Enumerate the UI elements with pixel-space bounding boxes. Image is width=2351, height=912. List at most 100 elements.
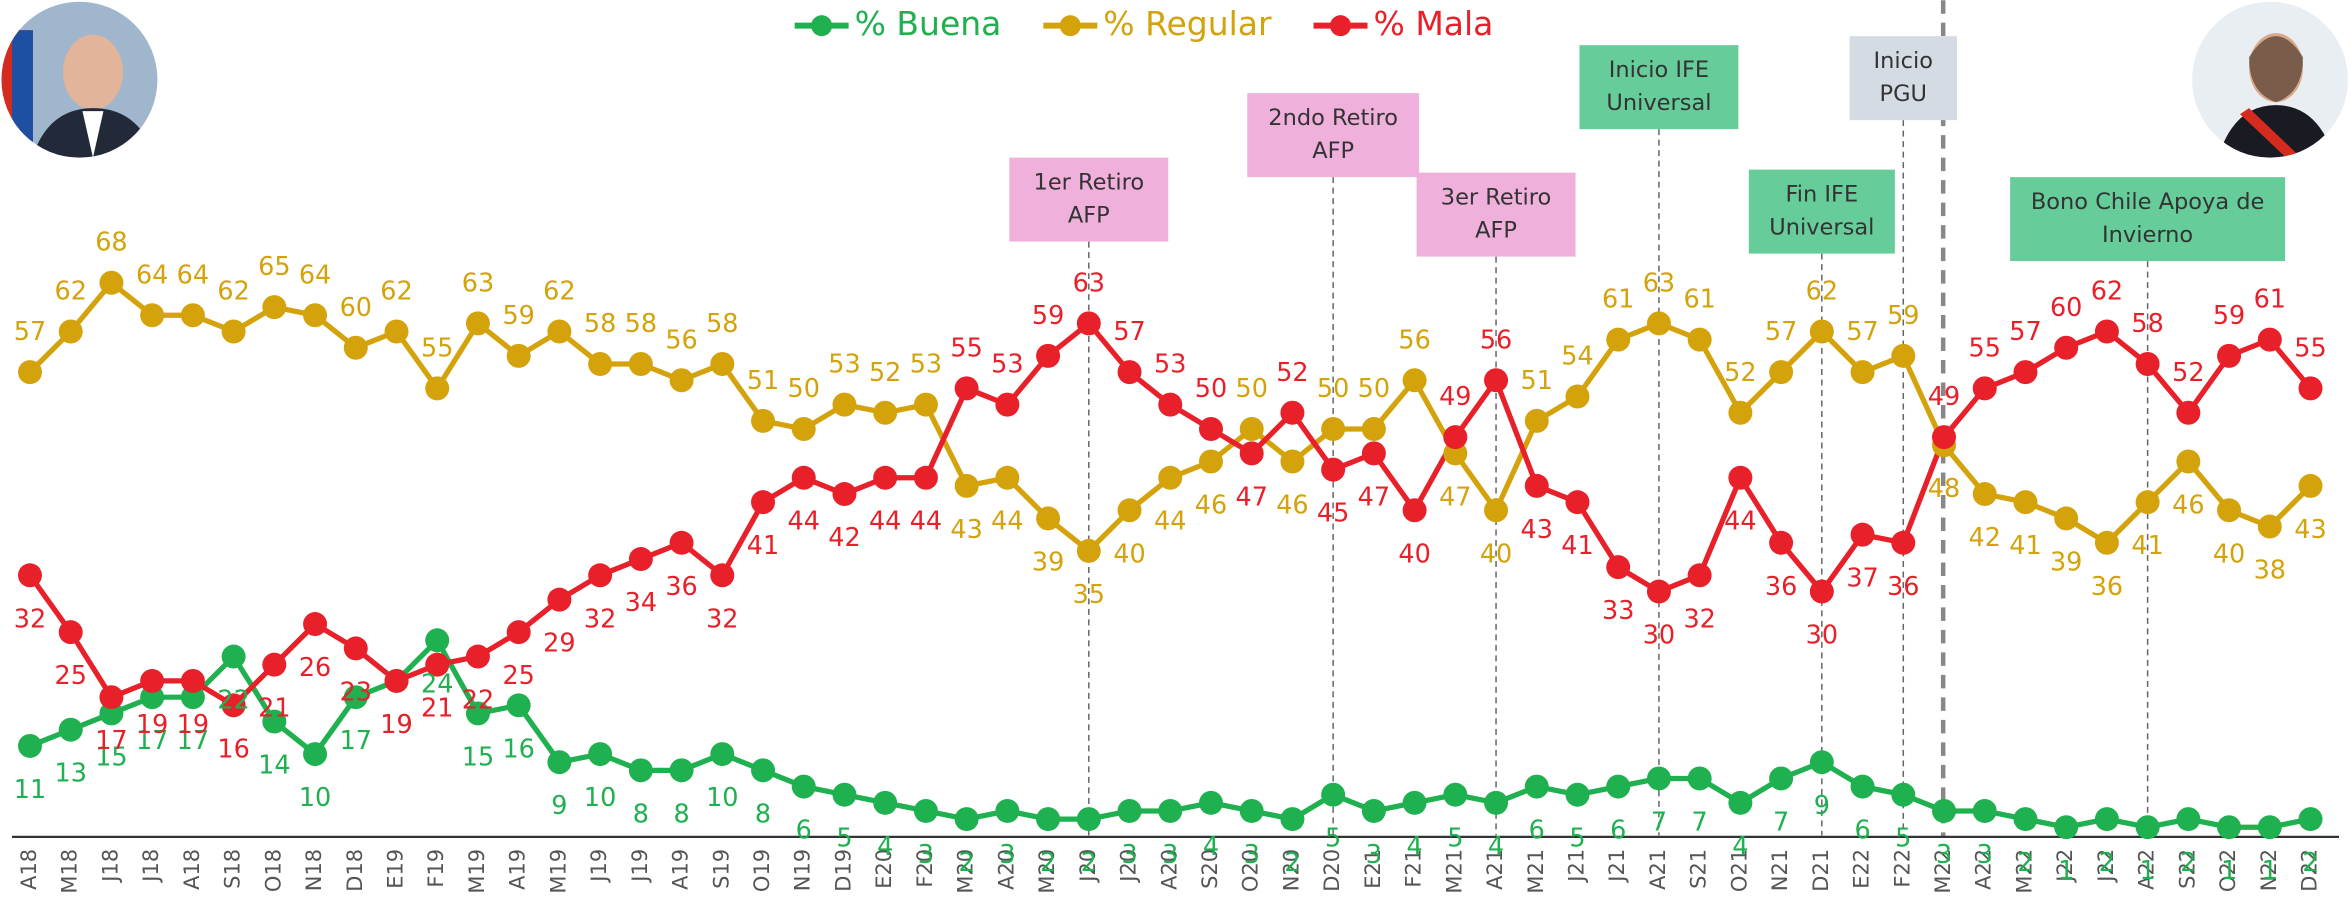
data-point — [1809, 579, 1834, 604]
data-label: 5 — [1325, 824, 1341, 854]
data-point — [1280, 449, 1305, 474]
data-point — [1932, 798, 1956, 823]
data-label: 64 — [177, 260, 209, 290]
data-point — [1484, 498, 1509, 523]
data-label: 57 — [14, 317, 46, 347]
data-label: 4 — [1203, 832, 1219, 862]
data-point — [384, 668, 409, 693]
data-label: 44 — [910, 507, 942, 537]
data-point — [873, 400, 898, 425]
data-label: 56 — [1398, 325, 1430, 355]
data-point — [1606, 774, 1631, 799]
data-label: 68 — [95, 228, 127, 258]
annotation-text: AFP — [1068, 203, 1110, 229]
data-point — [1198, 417, 1223, 442]
data-label: 49 — [1928, 382, 1960, 412]
portrait-right — [2192, 1, 2349, 158]
data-point — [995, 465, 1020, 490]
data-label: 10 — [299, 783, 331, 813]
data-point — [1850, 522, 1875, 547]
annotation-text: Invierno — [2102, 222, 2193, 248]
x-tick-label: E19 — [384, 849, 408, 889]
data-point — [1036, 506, 1061, 531]
data-label: 17 — [177, 726, 209, 756]
data-point — [2013, 360, 2038, 385]
data-label: 5 — [1569, 824, 1585, 854]
x-tick-label: N20 — [1279, 849, 1303, 891]
data-point — [1565, 782, 1590, 807]
data-point — [873, 465, 898, 490]
data-point — [465, 311, 490, 336]
data-label: 2 — [1284, 848, 1300, 878]
data-point — [221, 693, 246, 718]
data-point — [17, 360, 42, 385]
data-point — [1687, 327, 1712, 352]
data-label: 34 — [625, 588, 657, 618]
data-label: 63 — [462, 268, 494, 298]
x-tick-label: S19 — [709, 849, 733, 889]
data-label: 6 — [796, 816, 812, 846]
data-point — [1117, 360, 1142, 385]
data-label: 3 — [918, 840, 934, 870]
data-point — [99, 270, 124, 295]
annotation-text: 1er Retiro — [1034, 170, 1145, 196]
data-label: 65 — [258, 252, 290, 282]
data-label: 19 — [136, 710, 168, 740]
data-point — [2094, 319, 2119, 344]
data-point — [2013, 490, 2038, 515]
data-point — [2094, 530, 2119, 555]
legend-marker — [811, 15, 833, 37]
annotation-box — [1579, 45, 1739, 130]
data-point — [710, 742, 735, 767]
x-tick-label: F19 — [424, 849, 448, 888]
data-point — [2135, 352, 2160, 376]
data-point — [180, 303, 205, 328]
data-label: 51 — [1521, 366, 1553, 396]
data-label: 29 — [543, 629, 575, 659]
data-point — [1036, 807, 1061, 832]
x-tick-label: M20 — [1035, 849, 1059, 894]
data-point — [1158, 798, 1183, 823]
data-point — [2298, 376, 2323, 401]
data-point — [1769, 530, 1794, 555]
data-label: 58 — [706, 309, 738, 339]
data-point — [1443, 782, 1468, 807]
data-label: 45 — [1317, 499, 1349, 529]
annotation-text: 2ndo Retiro — [1268, 105, 1398, 131]
legend-marker — [1330, 15, 1352, 37]
x-tick-label: N19 — [791, 849, 815, 891]
x-tick-label: E22 — [1850, 849, 1874, 889]
data-point — [628, 547, 653, 572]
data-point — [1158, 465, 1183, 490]
data-label: 61 — [2254, 285, 2286, 315]
data-point — [1728, 465, 1753, 490]
data-point — [1646, 579, 1671, 604]
data-label: 3 — [1121, 840, 1137, 870]
x-tick-label: J21 — [1605, 849, 1629, 884]
data-label: 37 — [1846, 564, 1878, 594]
data-point — [303, 303, 328, 328]
data-label: 30 — [1643, 621, 1675, 651]
data-point — [2217, 498, 2242, 523]
data-label: 40 — [1113, 539, 1145, 569]
data-point — [2257, 514, 2282, 539]
data-point — [506, 620, 531, 645]
data-label: 3 — [1244, 840, 1260, 870]
x-tick-label: S20 — [1198, 849, 1222, 889]
data-point — [1606, 555, 1631, 580]
x-tick-label: M21 — [1524, 849, 1548, 894]
x-tick-label: O22 — [2216, 849, 2240, 892]
data-point — [547, 750, 572, 775]
data-label: 64 — [136, 260, 168, 290]
data-point — [1932, 425, 1956, 450]
data-label: 15 — [95, 742, 127, 772]
x-tick-label: S18 — [221, 849, 245, 889]
data-point — [180, 668, 205, 693]
x-tick-label: A19 — [669, 849, 693, 890]
data-label: 42 — [1969, 523, 2001, 553]
data-label: 55 — [950, 333, 982, 363]
x-tick-label: M21 — [1442, 849, 1466, 894]
data-label: 19 — [177, 710, 209, 740]
data-point — [588, 563, 613, 588]
data-label: 32 — [706, 604, 738, 634]
